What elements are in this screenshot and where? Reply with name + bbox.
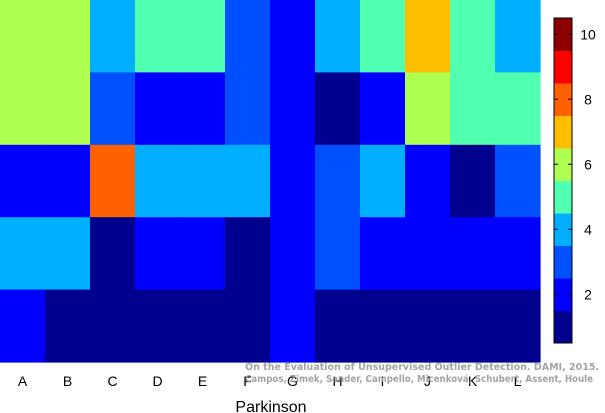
colorbar-tick-label-10: 10 [580, 26, 596, 42]
heatmap-cell-C-4 [90, 217, 136, 291]
heatmap-cell-L-2 [495, 72, 541, 146]
colorbar-tick-label-6: 6 [584, 156, 592, 172]
heatmap-cell-H-1 [315, 0, 361, 73]
colorbar-frame [553, 17, 573, 344]
x-tick-label-K: K [468, 373, 478, 389]
heatmap-cell-G-5 [270, 289, 316, 363]
x-tick-label-A: A [18, 373, 28, 389]
heatmap-cell-G-4 [270, 217, 316, 291]
heatmap-cell-I-2 [360, 72, 406, 146]
heatmap-cell-A-1 [0, 0, 46, 73]
heatmap-cell-D-2 [135, 72, 181, 146]
heatmap-cell-D-5 [135, 289, 181, 363]
heatmap-cell-L-1 [495, 0, 541, 73]
heatmap-cell-I-1 [360, 0, 406, 73]
heatmap-cell-B-4 [45, 217, 91, 291]
colorbar-segment-7 [554, 115, 572, 149]
colorbar-segment-9 [554, 50, 572, 84]
heatmap-cell-F-2 [225, 72, 271, 146]
x-tick-labels: A B C D E F G H I J K L [18, 373, 522, 389]
heatmap-cell-E-1 [180, 0, 226, 73]
heatmap-cell-D-3 [135, 144, 181, 218]
heatmap-cell-F-1 [225, 0, 271, 73]
colorbar-segment-4 [554, 213, 572, 246]
heatmap-cell-B-2 [45, 72, 91, 146]
x-tick-label-B: B [63, 373, 72, 389]
heatmap-cell-C-1 [90, 0, 136, 73]
heatmap-cell-J-3 [405, 144, 451, 218]
credit-line-1: On the Evaluation of Unsupervised Outlie… [245, 362, 599, 373]
heatmap-cell-H-2 [315, 72, 361, 146]
heatmap-cell-G-1 [270, 0, 316, 73]
heatmap-cell-J-4 [405, 217, 451, 291]
credit-line-2: Campos, Zimek, Sander, Campello, Micenko… [245, 374, 593, 385]
heatmap-cell-I-5 [360, 289, 406, 363]
heatmap-cell-K-4 [450, 217, 496, 291]
heatmap-cell-E-2 [180, 72, 226, 146]
heatmap-cell-J-1 [405, 0, 451, 73]
heatmap-cell-I-4 [360, 217, 406, 291]
heatmap-cell-K-1 [450, 0, 496, 73]
heatmap-cell-C-2 [90, 72, 136, 146]
colorbar [553, 17, 573, 344]
colorbar-segment-8 [554, 83, 572, 116]
heatmap-cell-B-3 [45, 144, 91, 218]
heatmap-cell-F-3 [225, 144, 271, 218]
heatmap-cell-L-4 [495, 217, 541, 291]
heatmap-cell-A-2 [0, 72, 46, 146]
heatmap-cell-K-2 [450, 72, 496, 146]
heatmap-cell-A-5 [0, 289, 46, 363]
heatmap-cell-J-5 [405, 289, 451, 363]
colorbar-tick-label-4: 4 [584, 221, 592, 237]
heatmap-cell-A-4 [0, 217, 46, 291]
heatmap-cell-J-2 [405, 72, 451, 146]
heatmap-cell-F-4 [225, 217, 271, 291]
heatmap-cell-B-1 [45, 0, 91, 73]
colorbar-segment-3 [554, 245, 572, 279]
heatmap-cell-H-5 [315, 289, 361, 363]
heatmap-cell-D-1 [135, 0, 181, 73]
heatmap-cell-F-5 [225, 289, 271, 363]
x-tick-label-F: F [243, 373, 252, 389]
heatmap-cells [0, 0, 541, 363]
heatmap-cell-C-5 [90, 289, 136, 363]
heatmap-cell-C-3 [90, 144, 136, 218]
colorbar-segment-6 [554, 148, 572, 181]
colorbar-segment-5 [554, 180, 572, 214]
heatmap-cell-E-3 [180, 144, 226, 218]
x-tick-label-G: G [287, 373, 298, 389]
heatmap-cell-I-3 [360, 144, 406, 218]
heatmap-cell-L-5 [495, 289, 541, 363]
heatmap-cell-K-5 [450, 289, 496, 363]
heatmap-cell-E-4 [180, 217, 226, 291]
heatmap-cell-E-5 [180, 289, 226, 363]
heatmap-cell-H-4 [315, 217, 361, 291]
colorbar-segment-10 [554, 18, 572, 51]
heatmap-cell-K-3 [450, 144, 496, 218]
colorbar-tick-labels: 2 4 6 8 10 [554, 26, 596, 302]
colorbar-tick-label-8: 8 [584, 91, 592, 107]
colorbar-tick-label-2: 2 [584, 286, 592, 302]
x-tick-label-L: L [514, 373, 522, 389]
heatmap-cell-G-3 [270, 144, 316, 218]
x-tick-label-I: I [381, 373, 385, 389]
x-tick-label-E: E [198, 373, 207, 389]
heatmap-cell-B-5 [45, 289, 91, 363]
colorbar-segment-2 [554, 278, 572, 311]
x-tick-label-C: C [107, 373, 117, 389]
heatmap-cell-A-3 [0, 144, 46, 218]
heatmap-cell-L-3 [495, 144, 541, 218]
colorbar-segment-1 [554, 310, 572, 344]
heatmap-cell-H-3 [315, 144, 361, 218]
heatmap-cell-G-2 [270, 72, 316, 146]
x-tick-label-J: J [424, 373, 431, 389]
x-axis-label: Parkinson [235, 399, 306, 413]
x-tick-label-D: D [152, 373, 162, 389]
x-tick-label-H: H [332, 373, 342, 389]
heatmap-cell-D-4 [135, 217, 181, 291]
